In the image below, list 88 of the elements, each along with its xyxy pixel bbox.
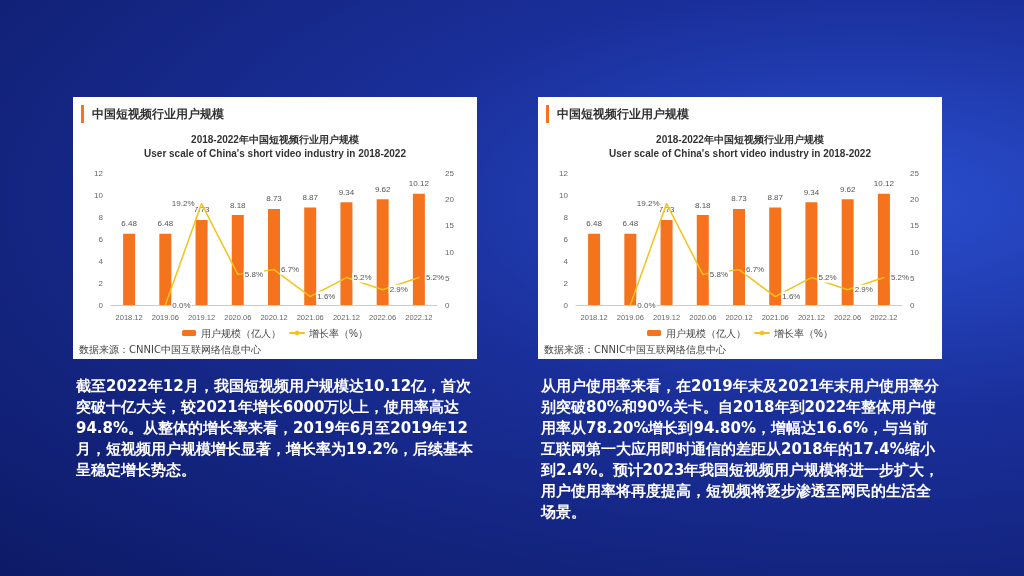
data-label: 8.87 [767, 192, 784, 202]
data-label: 9.62 [839, 184, 856, 194]
data-label: 5.8% [244, 269, 264, 279]
legend-label: 用户规模（亿人） [666, 327, 747, 339]
bar [660, 219, 673, 305]
y-tick-label: 8 [98, 212, 104, 222]
y-tick-label: 8 [563, 212, 569, 222]
data-label: 8.87 [302, 192, 319, 202]
y2-tick-label: 20 [445, 194, 455, 204]
source-note: 数据来源：CNNIC中国互联网络信息中心 [79, 343, 261, 357]
bar [624, 233, 637, 305]
data-label: 5.2% [425, 273, 445, 283]
data-label: 19.2% [636, 199, 660, 209]
bar [696, 215, 709, 305]
bar [412, 193, 425, 305]
text: 从用户使用率来看，在2019年末及2021年末用户使用率分别突破80%和90%关卡。自2018年到2022年整体用户使用率从78.20%增长到94.80%，增幅达16.6%，与当前互联网第一大应用即时通信的差距从2018年的17.4%缩小到2.4%。预计2023年我国短视频用户规模将进一步扩大，用户使用率将再度提高，短视频将逐步渗透至网民的生活全场景。 [541, 376, 941, 523]
data-label: 6.48 [622, 219, 639, 229]
y-tick-label: 0 [98, 300, 104, 310]
data-label: 5.2% [818, 273, 837, 283]
bar [769, 207, 782, 305]
y-tick-label: 4 [98, 256, 104, 266]
data-label: 8.73 [731, 194, 748, 204]
bar [159, 233, 172, 305]
chart-subtitle: 2018-2022年中国短视频行业用户规模 User scale of China's short video industry in 2018-2022 [144, 133, 407, 159]
source-note: 数据来源：CNNIC中国互联网络信息中心 [544, 343, 726, 357]
legend-label: 增长率（%） [308, 327, 368, 339]
data-label: 8.18 [229, 200, 247, 210]
y-tick-label: 6 [98, 234, 104, 244]
data-label: 0.0% [637, 300, 656, 310]
legend-label: 增长率（%） [773, 327, 833, 339]
data-label: 2.9% [389, 285, 408, 295]
bar [195, 219, 208, 305]
chart-title: 中国短视频行业用户规模 [81, 105, 224, 123]
data-label: 0.0% [172, 300, 191, 310]
data-label: 9.34 [803, 187, 820, 197]
data-label: 8.18 [694, 200, 712, 210]
y-tick-label: 2 [563, 278, 569, 288]
y2-tick-label: 15 [910, 221, 920, 231]
bar [231, 215, 244, 305]
y-tick-label: 12 [559, 168, 569, 178]
data-label: 6.7% [746, 265, 765, 275]
data-label: 5.2% [353, 273, 372, 283]
y-tick-label: 0 [563, 300, 569, 310]
bar [805, 202, 818, 305]
data-label: 2.9% [854, 285, 873, 295]
y2-tick-label: 0 [910, 300, 915, 310]
y2-tick-label: 25 [910, 168, 920, 178]
legend-label: 用户规模（亿人） [201, 327, 282, 339]
y2-tick-label: 25 [445, 168, 455, 178]
bar [123, 233, 136, 305]
bar [588, 233, 601, 305]
y-tick-label: 10 [559, 190, 569, 200]
data-label: 5.2% [890, 273, 910, 283]
data-label: 6.48 [157, 219, 174, 229]
bar [304, 207, 317, 305]
y2-tick-label: 10 [910, 247, 920, 257]
y2-tick-label: 5 [445, 274, 450, 284]
data-label: 5.8% [709, 269, 729, 279]
chart-subtitle: 2018-2022年中国短视频行业用户规模 User scale of China's short video industry in 2018-2022 [609, 133, 872, 159]
y2-tick-label: 10 [445, 247, 455, 257]
data-label: 1.6% [317, 292, 336, 302]
y2-tick-label: 0 [445, 300, 450, 310]
y-tick-label: 2 [98, 278, 104, 288]
data-label: 9.62 [374, 184, 391, 194]
bar [877, 193, 890, 305]
data-label: 1.6% [782, 292, 801, 302]
y2-tick-label: 15 [445, 221, 455, 231]
data-label: 6.7% [281, 265, 300, 275]
data-label: 10.12 [408, 179, 430, 189]
y2-tick-label: 20 [910, 194, 920, 204]
data-label: 6.48 [586, 219, 603, 229]
chart-title: 中国短视频行业用户规模 [546, 105, 689, 123]
bar [268, 208, 280, 305]
data-label: 10.12 [873, 179, 895, 189]
y-tick-label: 4 [563, 256, 569, 266]
bar [376, 199, 389, 305]
data-label: 6.48 [121, 219, 138, 229]
y-tick-label: 10 [94, 190, 104, 200]
bar [841, 199, 854, 305]
bar [733, 208, 745, 305]
data-label: 19.2% [171, 199, 195, 209]
data-label: 9.34 [338, 187, 355, 197]
bar [340, 202, 353, 305]
data-label: 8.73 [266, 194, 283, 204]
y2-tick-label: 5 [910, 274, 915, 284]
y-tick-label: 6 [563, 234, 569, 244]
y-tick-label: 12 [94, 168, 104, 178]
text: 截至2022年12月，我国短视频用户规模达10.12亿，首次突破十亿大关，较2021年增长6000万以上，使用率高达94.8%。从整体的增长率来看，2019年6月至2019年12月，短视频用户规模增长显著，增长率为19.2%，后续基本呈稳定增长势态。 [76, 376, 475, 481]
